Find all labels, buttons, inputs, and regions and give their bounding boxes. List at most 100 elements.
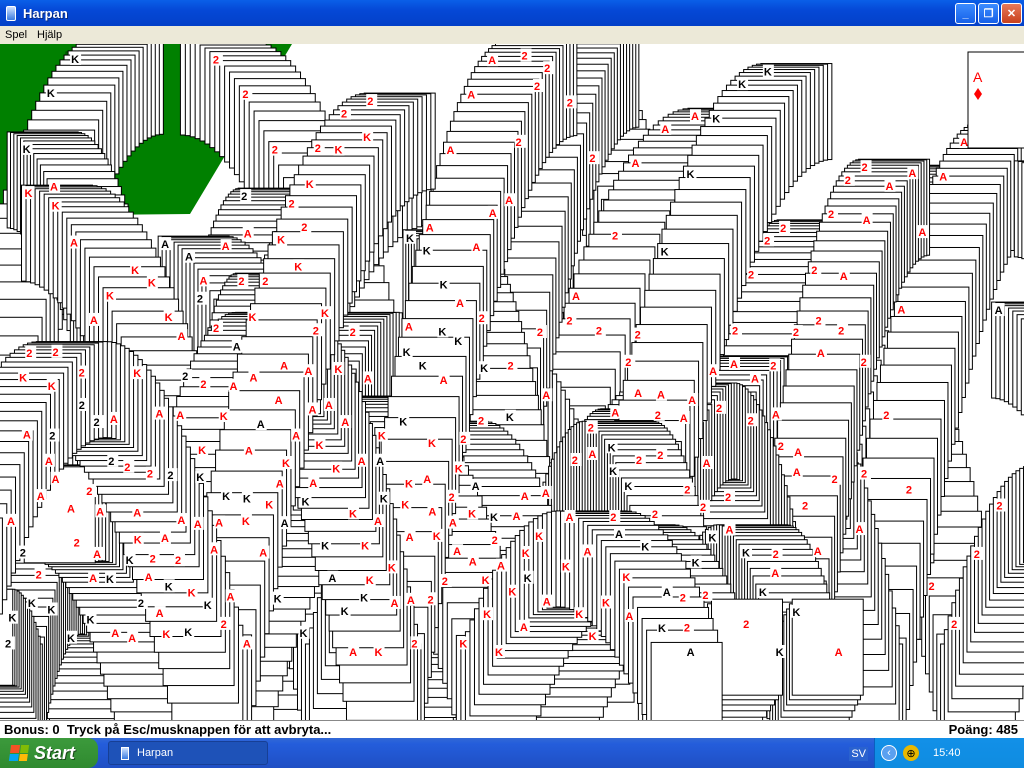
card-rank-label: K — [405, 478, 413, 490]
card-rank-label: A — [488, 55, 496, 67]
card-rank-label: 2 — [764, 235, 770, 247]
card-rank-label: A — [615, 529, 623, 541]
card-rank-label: A — [210, 544, 218, 556]
card-rank-label: A — [703, 458, 711, 470]
card-rank-label: K — [401, 499, 409, 511]
card-rank-label: K — [148, 278, 156, 290]
card-rank-label: 2 — [442, 576, 448, 588]
globe-icon[interactable]: ⊕ — [903, 745, 919, 761]
card-rank-label: A — [513, 511, 521, 523]
card-rank-label: 2 — [838, 325, 844, 337]
card-rank-label: A — [726, 525, 734, 537]
card-rank-label: 2 — [427, 594, 433, 606]
card-rank-label: A — [249, 373, 257, 385]
card-rank-label: 2 — [150, 554, 156, 566]
card-rank-label: 2 — [544, 63, 550, 75]
card-rank-label: A — [960, 137, 968, 149]
card-rank-label: 2 — [702, 590, 708, 602]
card-rank-label: A — [110, 414, 118, 426]
card-rank-label: 2 — [743, 619, 749, 631]
card-rank-label: K — [47, 604, 55, 616]
card-rank-label: 2 — [241, 191, 247, 203]
show-hidden-icons-chevron-icon[interactable]: ‹ — [881, 745, 897, 761]
card-rank-label: A — [215, 517, 223, 529]
card-rank-label: 2 — [411, 638, 417, 650]
card-rank-label: 2 — [182, 371, 188, 383]
close-button[interactable]: ✕ — [1001, 3, 1022, 24]
card-rank-label: 2 — [716, 403, 722, 415]
card-rank-label: A — [588, 449, 596, 461]
card-rank-label: K — [67, 633, 75, 645]
card-rank-label: A — [918, 227, 926, 239]
clock[interactable]: 15:40 — [933, 747, 961, 759]
card-rank-label: A — [341, 417, 349, 429]
menu-bar: Spel Hjälp — [0, 26, 1024, 44]
card-rank-label: K — [661, 247, 669, 259]
card-rank-label: A — [566, 512, 574, 524]
card-rank-label: 2 — [221, 619, 227, 631]
card-rank-label: K — [321, 540, 329, 552]
card-rank-label: 2 — [778, 441, 784, 453]
card-rank-label: A — [406, 532, 414, 544]
card-rank-label: A — [771, 568, 779, 580]
card-rank-label: 2 — [748, 270, 754, 282]
card-rank-label: A — [276, 478, 284, 490]
card-rank-label: A — [794, 447, 802, 459]
card-rank-label: 2 — [572, 455, 578, 467]
card-rank-label: 2 — [636, 455, 642, 467]
restore-button[interactable]: ❐ — [978, 3, 999, 24]
card-rank-label: A — [497, 561, 505, 573]
card-rank-label: A — [111, 628, 119, 640]
card-rank-label: 2 — [596, 325, 602, 337]
card-rank-label: A — [176, 410, 184, 422]
card-rank-label: 2 — [657, 450, 663, 462]
menu-spel[interactable]: Spel — [5, 29, 28, 41]
card-rank-label: K — [641, 541, 649, 553]
card-rank-label: 2 — [478, 415, 484, 427]
card-rank-label: K — [299, 628, 307, 640]
card-trail-step — [1019, 467, 1024, 565]
taskbar-item-harpan[interactable]: Harpan — [108, 741, 268, 765]
card-rank-label: A — [663, 587, 671, 599]
card-rank-label: A — [521, 491, 529, 503]
bouncing-cards — [0, 44, 1024, 720]
card-rank-label: A — [349, 647, 357, 659]
card-rank-label: A — [309, 478, 317, 490]
card-rank-label: A — [275, 395, 283, 407]
card-rank-label: K — [361, 540, 369, 552]
card-rank-label: 2 — [828, 209, 834, 221]
start-button[interactable]: Start — [0, 738, 98, 768]
card-rank-label: K — [165, 581, 173, 593]
status-bonus: Bonus: 0 Tryck på Esc/musknappen för att… — [4, 722, 332, 737]
card-rank-label: 2 — [79, 368, 85, 380]
card-rank-label: 2 — [612, 231, 618, 243]
card-rank-label: K — [438, 326, 446, 338]
card-rank-label: A — [611, 408, 619, 420]
card-rank-label: 2 — [537, 327, 543, 339]
card-rank-label: 2 — [974, 549, 980, 561]
card-rank-label: 2 — [94, 417, 100, 429]
card-rank-label: A — [456, 298, 464, 310]
card-rank-label: A — [467, 89, 475, 101]
card-rank-label: 2 — [350, 327, 356, 339]
language-indicator[interactable]: SV — [849, 747, 868, 761]
card-rank-label: K — [19, 373, 27, 385]
card-rank-label: K — [294, 261, 302, 273]
card-rank-label: 2 — [996, 501, 1002, 513]
card-rank-label: A — [194, 519, 202, 531]
card-rank-label: A — [155, 409, 163, 421]
card-rank-label: K — [455, 463, 463, 475]
card-rank-label: A — [817, 348, 825, 360]
card-rank-label: A — [542, 488, 550, 500]
menu-hjalp[interactable]: Hjälp — [37, 29, 63, 41]
card-rank-label: K — [378, 431, 386, 443]
foundation-card-ace-of-diamonds[interactable]: A — [967, 51, 1024, 149]
minimize-button[interactable]: _ — [955, 3, 976, 24]
card-rank-label: 2 — [272, 145, 278, 157]
card-rank-label: K — [360, 593, 368, 605]
card-rank-label: K — [433, 531, 441, 543]
card-rank-label: K — [399, 416, 407, 428]
card-rank-label: A — [885, 181, 893, 193]
card-rank-label: A — [634, 388, 642, 400]
